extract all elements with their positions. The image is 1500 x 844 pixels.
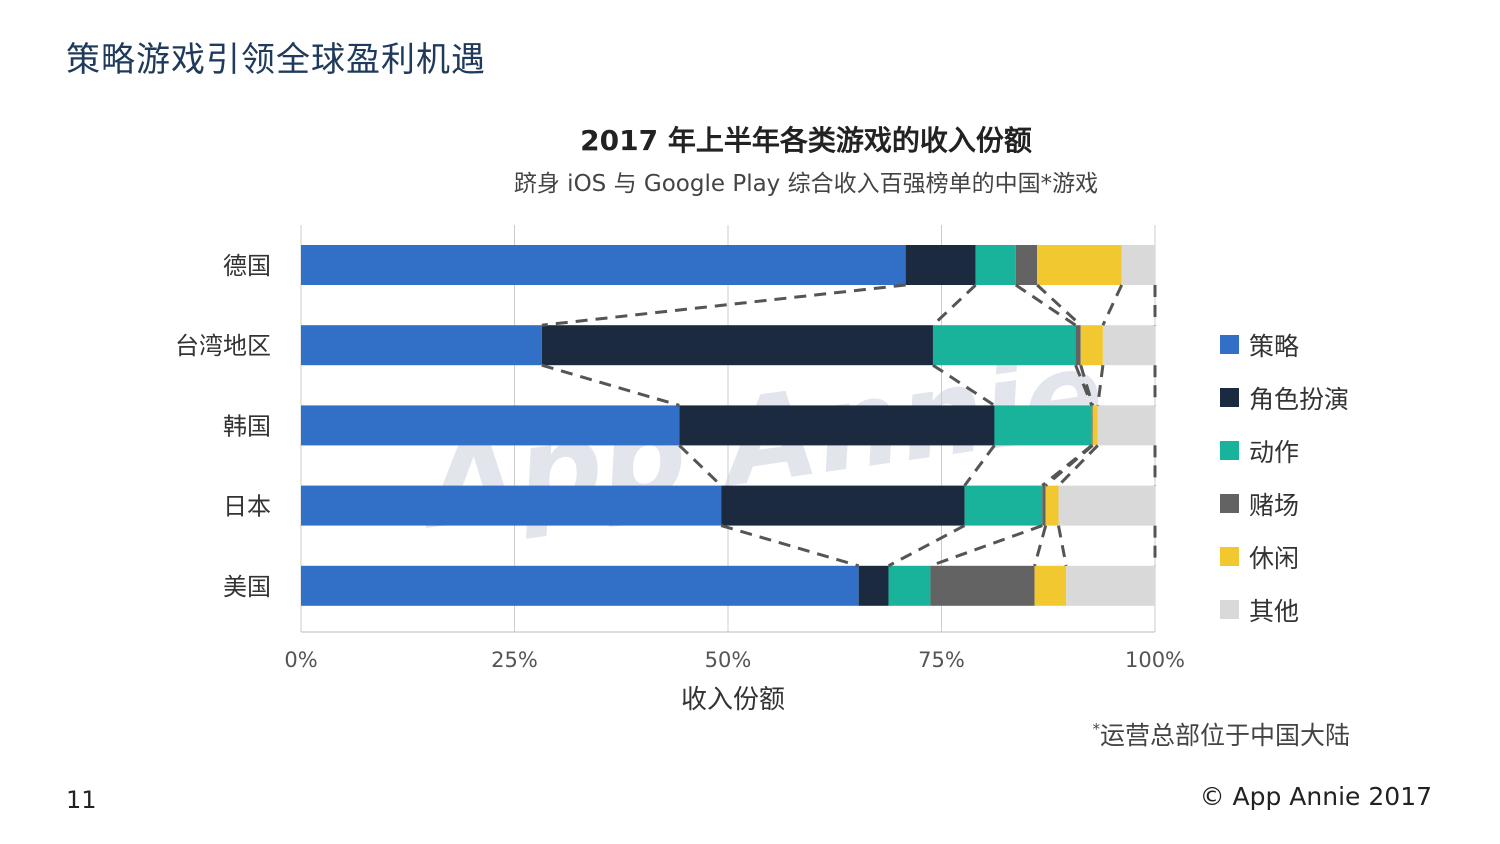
- bar-segment: [301, 565, 859, 606]
- legend-label: 其他: [1249, 596, 1300, 626]
- bar-segment: [1066, 565, 1155, 606]
- x-tick-label: 75%: [918, 648, 965, 672]
- bar-segment: [721, 485, 965, 526]
- footnote-mark: *: [1092, 720, 1100, 738]
- connector-line: [1033, 525, 1048, 567]
- legend-item: 其他: [1220, 583, 1349, 636]
- connector-line: [720, 524, 860, 568]
- bar-segment: [1034, 565, 1067, 606]
- slide-title: 策略游戏引领全球盈利机遇: [66, 40, 486, 80]
- connector-line: [1036, 283, 1082, 327]
- category-label: 美国: [223, 573, 271, 601]
- bar-segment: [888, 565, 931, 606]
- bar-segment: [301, 245, 906, 285]
- legend-item: 策略: [1220, 318, 1349, 371]
- bar-segment: [301, 485, 722, 526]
- bar-segment: [994, 405, 1092, 446]
- page-number: 11: [66, 786, 97, 814]
- x-tick-label: 50%: [705, 648, 752, 672]
- connector-line: [1044, 444, 1094, 487]
- legend-item: 动作: [1220, 424, 1349, 477]
- connector-line: [541, 283, 906, 327]
- legend-swatch: [1220, 547, 1239, 566]
- footnote-text: 运营总部位于中国大陆: [1099, 721, 1350, 750]
- bar-segment: [858, 565, 889, 606]
- bar-segment: [1058, 485, 1155, 526]
- connector-line: [1057, 444, 1099, 487]
- bar-segment: [1042, 485, 1046, 526]
- footnote: *运营总部位于中国大陆: [1092, 716, 1350, 752]
- category-label: 韩国: [223, 412, 271, 440]
- category-label: 日本: [223, 493, 271, 521]
- bar-segment: [1097, 405, 1155, 446]
- chart-subtitle: 跻身 iOS 与 Google Play 综合收入百强榜单的中国*游戏: [513, 171, 1099, 197]
- legend-item: 休闲: [1220, 530, 1349, 583]
- bar-segment: [1045, 485, 1059, 526]
- bar-segment: [301, 325, 542, 366]
- bar-segment: [1075, 325, 1081, 366]
- connector-line: [1014, 283, 1077, 327]
- legend-label: 赌场: [1249, 490, 1300, 520]
- category-label: 台湾地区: [175, 332, 271, 360]
- bar-segment: [975, 245, 1016, 285]
- bar-segment: [1091, 405, 1093, 446]
- copyright: © App Annie 2017: [1199, 782, 1432, 811]
- connector-line: [931, 283, 977, 327]
- bar-segment: [1121, 245, 1155, 285]
- bar-segment: [905, 245, 976, 285]
- legend-label: 动作: [1249, 437, 1300, 467]
- connector-line: [678, 444, 723, 487]
- bar-segment: [1102, 325, 1155, 366]
- connector-line: [929, 524, 1043, 568]
- legend-item: 角色扮演: [1220, 371, 1349, 424]
- bar-segment: [1037, 245, 1122, 285]
- bar-segment: [1092, 405, 1098, 446]
- bar-segment: [964, 485, 1043, 526]
- legend-swatch: [1220, 388, 1239, 407]
- bar-segment: [1015, 245, 1038, 285]
- bar-segment: [301, 405, 680, 446]
- bar-segment: [932, 325, 1076, 366]
- connector-line: [887, 524, 966, 568]
- legend-label: 休闲: [1249, 543, 1300, 573]
- x-tick-label: 0%: [284, 648, 317, 672]
- legend-item: 赌场: [1220, 477, 1349, 530]
- legend-swatch: [1220, 441, 1239, 460]
- connector-line: [1101, 284, 1124, 326]
- connector-line: [541, 363, 680, 407]
- legend-label: 角色扮演: [1249, 384, 1350, 414]
- connector-line: [963, 444, 996, 487]
- connector-line: [932, 363, 996, 407]
- x-tick-label: 100%: [1125, 648, 1185, 672]
- x-tick-label: 25%: [491, 648, 538, 672]
- bar-segment: [541, 325, 933, 366]
- category-label: 德国: [223, 252, 271, 280]
- bar-segment: [679, 405, 995, 446]
- legend-swatch: [1220, 494, 1239, 513]
- legend-swatch: [1220, 600, 1239, 619]
- bar-segment: [1080, 325, 1103, 366]
- connector-line: [1079, 364, 1095, 406]
- legend-label: 策略: [1249, 331, 1300, 361]
- x-axis-label: 收入份额: [681, 685, 785, 715]
- chart-title: 2017 年上半年各类游戏的收入份额: [580, 124, 1032, 157]
- chart-legend: 策略角色扮演动作赌场休闲其他: [1220, 318, 1349, 636]
- bar-segment: [930, 565, 1035, 606]
- legend-swatch: [1220, 335, 1239, 354]
- connector-line: [1096, 365, 1105, 406]
- connector-line: [1074, 364, 1094, 406]
- connector-line: [1057, 525, 1068, 567]
